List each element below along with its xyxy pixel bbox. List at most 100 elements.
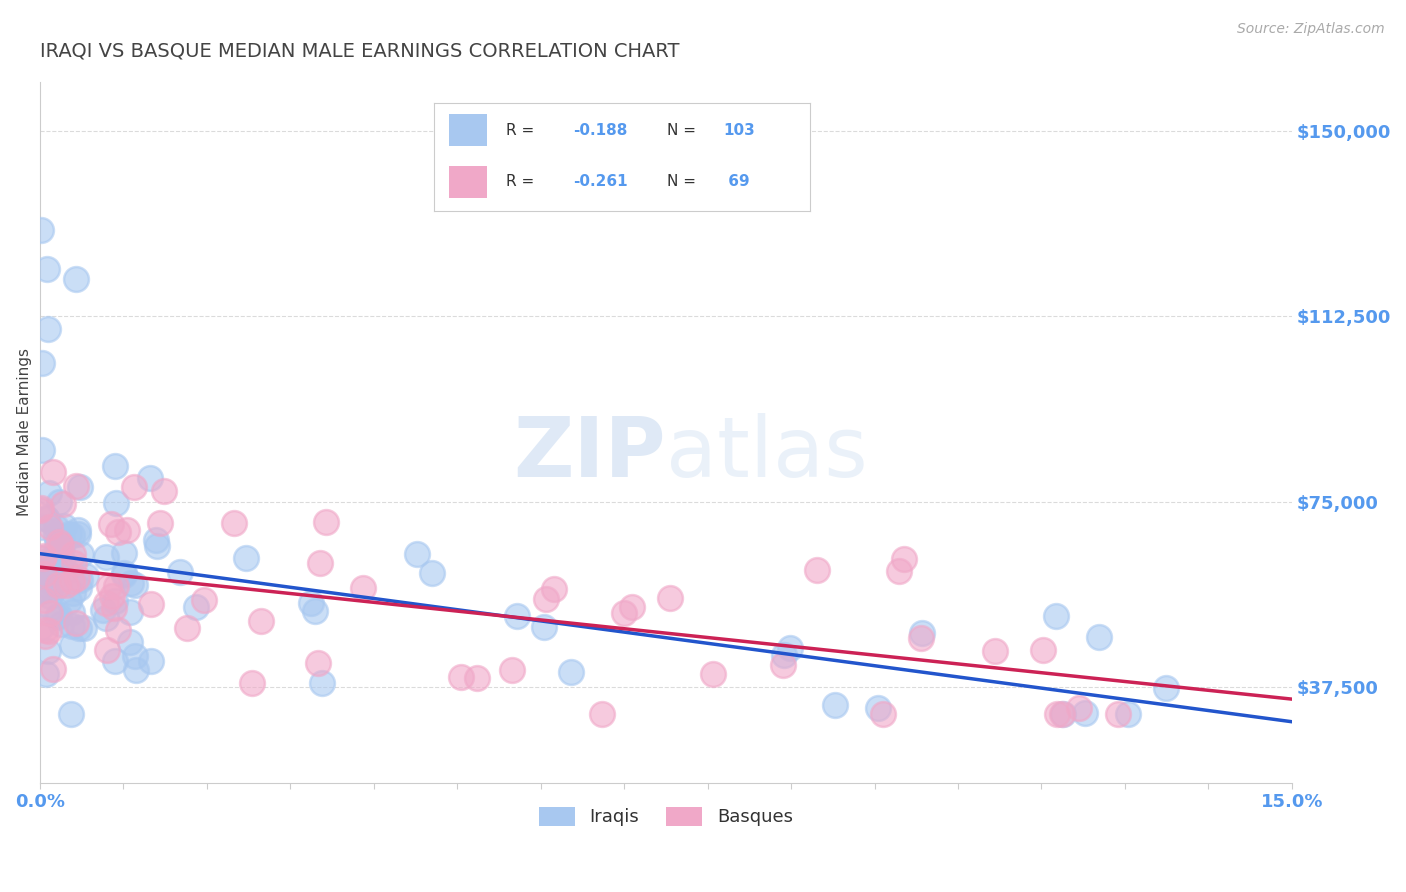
Point (32, 549, 55, 563)
Point (48, 607, 70, 622)
Point (1046, 706, 1069, 721)
Point (104, 459, 127, 474)
Point (169, 565, 191, 579)
Point (38, 624, 60, 638)
Point (315, 516, 337, 530)
Point (124, 649, 146, 664)
Point (910, 631, 932, 645)
Point (779, 640, 801, 655)
Point (613, 607, 636, 621)
Point (31, 561, 53, 575)
Point (41, 556, 63, 570)
Point (32, 558, 55, 572)
Point (104, 594, 127, 608)
Point (1032, 642, 1054, 657)
Point (48, 495, 70, 509)
Point (153, 483, 176, 498)
Point (98, 579, 121, 593)
Point (139, 471, 162, 485)
Point (73, 620, 96, 634)
Y-axis label: Median Male Earnings: Median Male Earnings (17, 349, 32, 516)
Point (193, 593, 215, 607)
Point (35, 262, 58, 277)
Point (1045, 608, 1067, 623)
Point (32, 567, 55, 582)
Point (46, 578, 69, 592)
Point (65, 479, 87, 493)
Point (58, 527, 80, 541)
Point (58, 593, 80, 607)
Point (868, 700, 890, 714)
Point (139, 654, 162, 668)
Point (49, 530, 72, 544)
Point (146, 539, 169, 553)
Point (1050, 706, 1073, 721)
Point (112, 566, 135, 581)
Point (824, 698, 846, 712)
Point (101, 589, 124, 603)
Point (51, 541, 73, 556)
Point (45, 610, 67, 624)
Point (49, 538, 72, 552)
Point (125, 663, 148, 677)
Point (69, 621, 91, 635)
Point (35, 583, 58, 598)
Point (37, 644, 59, 658)
Point (176, 621, 198, 635)
Point (31, 356, 53, 370)
Point (60, 528, 83, 542)
Point (30, 503, 52, 517)
Point (62, 548, 84, 562)
Point (887, 564, 910, 578)
Point (124, 480, 146, 494)
Point (60, 605, 83, 619)
Point (1088, 630, 1111, 644)
Point (66, 571, 89, 585)
Point (67, 581, 90, 595)
Point (1116, 706, 1139, 721)
Point (75, 569, 97, 583)
Point (49, 616, 72, 631)
Point (45, 520, 67, 534)
Point (30, 559, 52, 574)
Point (46, 579, 69, 593)
Point (406, 547, 429, 561)
Point (55, 578, 77, 592)
Point (38, 485, 60, 500)
Point (44, 550, 66, 565)
Point (60, 619, 83, 633)
Point (145, 533, 167, 547)
Point (307, 657, 329, 671)
Point (806, 563, 828, 577)
Point (250, 614, 273, 628)
Point (702, 667, 724, 681)
Point (48, 559, 70, 574)
Point (39, 606, 62, 620)
Point (1073, 706, 1095, 720)
Point (304, 604, 326, 618)
Point (772, 657, 794, 672)
Point (506, 609, 529, 624)
Point (32, 550, 55, 565)
Point (105, 496, 128, 510)
Point (94, 549, 117, 564)
Point (51, 536, 73, 550)
Point (120, 605, 142, 619)
Point (35, 512, 58, 526)
Point (38, 553, 60, 567)
Point (45, 528, 67, 542)
Point (53, 519, 76, 533)
Point (112, 546, 135, 560)
Point (1154, 681, 1177, 695)
Point (104, 654, 127, 668)
Point (42, 465, 65, 479)
Point (63, 556, 86, 570)
Point (66, 527, 89, 541)
Point (536, 592, 558, 607)
Point (31, 583, 53, 598)
Point (1052, 706, 1074, 721)
Point (55, 564, 77, 578)
Point (31, 519, 53, 533)
Point (543, 582, 565, 596)
Point (658, 591, 681, 606)
